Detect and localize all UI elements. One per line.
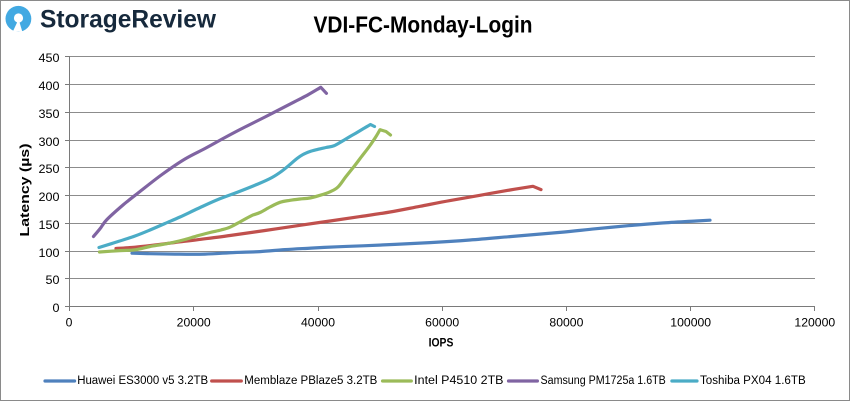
svg-text:350: 350 <box>39 107 60 121</box>
svg-text:StorageReview: StorageReview <box>40 6 217 34</box>
svg-text:250: 250 <box>39 162 60 176</box>
svg-text:Memblaze PBlaze5 3.2TB: Memblaze PBlaze5 3.2TB <box>244 375 377 387</box>
svg-text:200: 200 <box>39 190 60 204</box>
svg-text:100000: 100000 <box>670 316 711 330</box>
svg-text:Intel P4510 2TB: Intel P4510 2TB <box>414 375 504 387</box>
svg-text:Latency (µs): Latency (µs) <box>18 144 32 237</box>
svg-text:0: 0 <box>66 316 73 330</box>
svg-text:450: 450 <box>39 51 60 65</box>
svg-text:80000: 80000 <box>549 316 583 330</box>
svg-text:Toshiba PX04 1.6TB: Toshiba PX04 1.6TB <box>700 375 806 387</box>
svg-text:50: 50 <box>46 273 60 287</box>
svg-text:300: 300 <box>39 135 60 149</box>
svg-text:150: 150 <box>39 218 60 232</box>
svg-text:0: 0 <box>53 301 60 315</box>
svg-text:120000: 120000 <box>794 316 835 330</box>
svg-text:60000: 60000 <box>425 316 459 330</box>
svg-text:Samsung PM1725a 1.6TB: Samsung PM1725a 1.6TB <box>541 375 667 387</box>
svg-text:100: 100 <box>39 246 60 260</box>
svg-text:40000: 40000 <box>301 316 335 330</box>
svg-text:VDI-FC-Monday-Login: VDI-FC-Monday-Login <box>314 12 533 38</box>
svg-text:Huawei ES3000 v5 3.2TB: Huawei ES3000 v5 3.2TB <box>77 375 208 387</box>
svg-text:20000: 20000 <box>177 316 211 330</box>
svg-text:IOPS: IOPS <box>429 337 454 349</box>
svg-text:400: 400 <box>39 79 60 93</box>
